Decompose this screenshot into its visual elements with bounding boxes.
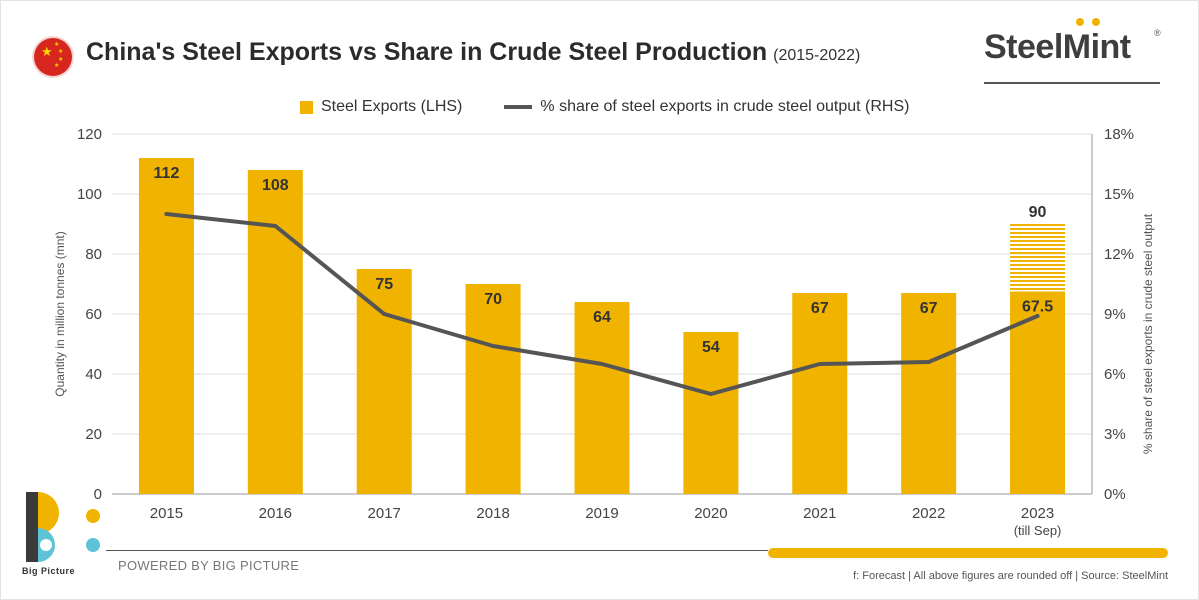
bar (138, 158, 194, 494)
footnote: f: Forecast | All above figures are roun… (853, 570, 1168, 582)
bar-data-label: 67 (811, 300, 829, 317)
forecast-stripe (1010, 228, 1066, 230)
forecast-stripe (1010, 276, 1066, 278)
share-point (382, 312, 387, 316)
x-tick-label: 2019 (585, 505, 618, 522)
logo-registered-mark: ® (1154, 28, 1161, 38)
footer-rule (106, 550, 768, 551)
y2-tick-label: 18% (1104, 126, 1134, 143)
powered-by-label: POWERED BY BIG PICTURE (118, 558, 300, 573)
legend-line-label: % share of steel exports in crude steel … (540, 98, 910, 115)
forecast-stripe (1010, 264, 1066, 266)
share-point (164, 212, 169, 216)
x-tick-label: 2020 (694, 505, 727, 522)
forecast-stripe (1010, 260, 1066, 262)
forecast-stripe (1010, 248, 1066, 250)
chart-title: China's Steel Exports vs Share in Crude … (86, 38, 768, 66)
bar (247, 170, 303, 494)
bp-logo-upper-bowl (38, 492, 59, 534)
y2-tick-label: 0% (1104, 486, 1126, 503)
bar (683, 332, 739, 494)
bar (901, 293, 957, 494)
forecast-stripe (1010, 256, 1066, 258)
x-tick-label: 2021 (803, 505, 836, 522)
forecast-stripe (1010, 236, 1066, 238)
y-tick-label: 20 (85, 426, 102, 443)
bar-data-label: 67.5 (1022, 299, 1053, 316)
share-point (708, 392, 713, 396)
y-tick-label: 60 (85, 306, 102, 323)
share-point (600, 362, 604, 366)
bar-data-label: 64 (593, 309, 611, 326)
bar-data-label: 75 (375, 276, 393, 293)
bar (465, 284, 521, 494)
x-tick-label: 2022 (912, 505, 945, 522)
china-flag-icon: ★ ★ ★ ★ ★ (34, 38, 72, 76)
y-tick-label: 80 (85, 246, 102, 263)
bar-data-label: 112 (154, 165, 180, 182)
forecast-stripe (1010, 232, 1066, 234)
bar-data-label: 70 (484, 291, 502, 308)
logo-dot-icon (1076, 18, 1084, 26)
y2-tick-label: 9% (1104, 306, 1126, 323)
bp-logo-stem (26, 492, 38, 562)
share-point (1035, 314, 1040, 318)
steelmint-logo: SteelMint ® (984, 12, 1164, 72)
share-point (817, 362, 822, 366)
legend-line-swatch (504, 105, 533, 109)
y2-tick-label: 6% (1104, 366, 1126, 383)
big-picture-label: Big Picture (22, 566, 76, 576)
forecast-stripe (1010, 268, 1066, 270)
bar (356, 269, 412, 494)
y-axis-title: Quantity in million tonnes (mnt) (53, 231, 67, 396)
bar-data-label: 108 (262, 177, 289, 194)
x-tick-label: 2023 (1021, 505, 1054, 522)
logo-dot-icon (1092, 18, 1100, 26)
footer-accent-bar (768, 548, 1168, 558)
legend: Steel Exports (LHS) % share of steel exp… (300, 98, 909, 116)
y2-tick-label: 15% (1104, 186, 1134, 203)
header-rule (984, 82, 1160, 84)
bar (1010, 291, 1066, 494)
forecast-stripe (1010, 284, 1066, 286)
forecast-stripe (1010, 244, 1066, 246)
share-point (273, 224, 278, 228)
x-tick-label: 2015 (150, 505, 183, 522)
x-tick-label: 2017 (368, 505, 401, 522)
x-tick-sublabel: (till Sep) (1014, 523, 1062, 538)
forecast-stripe (1010, 224, 1066, 226)
forecast-stripe (1010, 288, 1066, 290)
bar-data-label: 67 (920, 300, 938, 317)
bar (574, 302, 630, 494)
x-tick-label: 2016 (259, 505, 292, 522)
forecast-stripe (1010, 272, 1066, 274)
y-tick-label: 40 (85, 366, 102, 383)
y-tick-label: 100 (77, 186, 102, 203)
y-tick-label: 120 (77, 126, 102, 143)
big-picture-logo (26, 492, 100, 562)
bp-logo-dot-icon (86, 509, 100, 523)
x-tick-label: 2018 (476, 505, 509, 522)
bp-logo-dot-icon (86, 538, 100, 552)
share-point (491, 344, 496, 348)
share-point (926, 360, 931, 364)
logo-text: SteelMint (984, 28, 1131, 66)
y-tick-label: 0 (94, 486, 102, 503)
title-block: China's Steel Exports vs Share in Crude … (86, 38, 860, 67)
y2-tick-label: 3% (1104, 426, 1126, 443)
bar (792, 293, 848, 494)
legend-bar-label: Steel Exports (LHS) (321, 98, 463, 115)
legend-bar-swatch (300, 100, 313, 114)
forecast-stripe (1010, 252, 1066, 254)
y2-tick-label: 12% (1104, 246, 1134, 263)
forecast-stripe (1010, 280, 1066, 282)
y2-axis-title: % share of steel exports in crude steel … (1141, 213, 1155, 454)
forecast-stripe (1010, 240, 1066, 242)
bp-logo-hole (40, 539, 52, 551)
bar-data-label: 54 (702, 339, 720, 356)
chart-subtitle: (2015-2022) (773, 47, 861, 64)
forecast-data-label: 90 (1029, 204, 1047, 221)
